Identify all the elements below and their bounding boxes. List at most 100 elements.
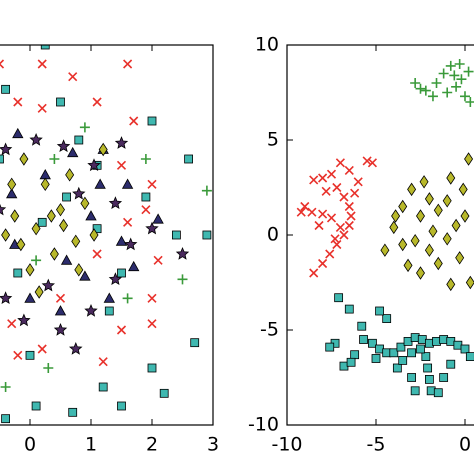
square-marker	[325, 342, 335, 352]
diamond-marker	[89, 228, 99, 242]
plus-marker	[420, 85, 431, 96]
square-marker	[334, 293, 344, 303]
plus-marker	[442, 87, 453, 98]
x-marker	[7, 319, 17, 329]
plus-marker	[427, 91, 438, 102]
x-tick-label: 2	[146, 434, 158, 456]
square-marker	[433, 388, 443, 398]
plus-marker	[177, 274, 188, 285]
diamond-marker	[424, 243, 434, 257]
square-marker	[389, 348, 399, 358]
plus-marker	[449, 70, 460, 81]
plus-marker	[415, 83, 426, 94]
x-marker	[0, 59, 5, 69]
diamond-marker	[46, 209, 56, 223]
x-marker	[314, 220, 324, 231]
triangle-marker	[115, 235, 128, 246]
triangle-marker	[67, 146, 79, 158]
square-marker	[141, 192, 151, 202]
diamond-marker	[407, 182, 417, 197]
diamond-marker	[16, 237, 26, 252]
square-marker	[421, 352, 431, 362]
square-marker	[56, 97, 65, 107]
square-marker	[25, 350, 35, 360]
square-marker	[147, 363, 157, 373]
plus-marker	[410, 78, 421, 88]
plot-area	[0, 45, 212, 424]
x-marker	[309, 175, 319, 185]
square-marker	[446, 359, 456, 369]
x-marker	[332, 182, 342, 193]
x-marker	[318, 258, 328, 269]
diamond-marker	[1, 228, 11, 242]
square-marker	[31, 401, 41, 411]
triangle-marker	[94, 178, 106, 189]
square-marker	[190, 338, 200, 348]
square-marker	[0, 154, 4, 164]
diamond-marker	[398, 199, 408, 214]
x-marker	[362, 156, 372, 166]
diamond-marker	[49, 247, 59, 261]
triangle-marker	[85, 210, 97, 221]
square-marker	[439, 373, 449, 382]
diamond-marker	[10, 209, 20, 223]
star-marker	[145, 221, 159, 235]
diamond-marker	[25, 263, 35, 277]
x-marker	[116, 160, 127, 170]
diamond-marker	[446, 171, 456, 185]
square-marker	[40, 45, 50, 50]
diamond-marker	[59, 218, 69, 233]
square-marker	[350, 350, 360, 360]
square-marker	[184, 154, 194, 164]
square-marker	[357, 321, 367, 331]
y-tick-label: 10	[255, 34, 279, 56]
plus-marker	[431, 78, 442, 88]
diamond-marker	[451, 218, 461, 233]
diamond-marker	[40, 177, 50, 192]
square-marker	[68, 407, 78, 417]
diamond-marker	[391, 209, 401, 223]
x-marker	[147, 293, 157, 303]
diamond-marker	[442, 194, 452, 208]
x-tick-label: -10	[271, 434, 302, 456]
square-marker	[382, 314, 392, 324]
x-marker	[332, 239, 342, 250]
triangle-marker	[6, 188, 18, 199]
plus-marker	[79, 122, 90, 133]
triangle-marker	[152, 213, 164, 224]
x-marker	[325, 249, 335, 259]
diamond-marker	[465, 275, 474, 290]
square-marker	[1, 84, 10, 94]
diamond-marker	[74, 263, 84, 277]
square-marker	[344, 304, 354, 314]
square-marker	[159, 388, 169, 398]
star-marker	[0, 142, 13, 156]
plus-marker	[122, 293, 133, 304]
square-marker	[423, 363, 433, 373]
star-marker	[53, 322, 68, 336]
x-marker	[37, 59, 47, 69]
x-marker	[367, 158, 378, 168]
star-marker	[175, 246, 190, 260]
star-marker	[84, 303, 98, 317]
x-tick-label: 3	[207, 434, 219, 456]
star-marker	[41, 278, 55, 292]
square-marker	[117, 268, 126, 278]
x-marker	[123, 59, 133, 69]
x-marker	[141, 205, 151, 215]
square-marker	[74, 135, 84, 145]
plus-marker	[451, 81, 462, 92]
triangle-marker	[79, 270, 91, 281]
plot-area	[296, 59, 474, 398]
triangle-marker	[60, 254, 73, 265]
x-marker	[13, 97, 23, 107]
x-marker	[55, 293, 66, 303]
diamond-marker	[65, 168, 75, 182]
diamond-marker	[71, 234, 81, 249]
x-marker	[350, 188, 360, 198]
y-tick-label: -10	[248, 414, 279, 436]
plus-marker	[140, 154, 151, 164]
diamond-marker	[31, 221, 41, 236]
